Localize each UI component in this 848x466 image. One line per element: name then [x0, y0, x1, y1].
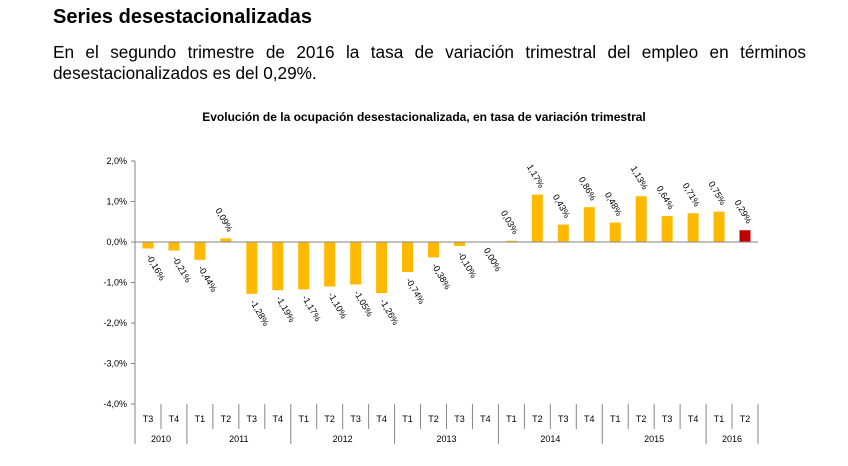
section-description: En el segundo trimestre de 2016 la tasa …	[53, 42, 806, 83]
bar	[739, 230, 751, 242]
x-tick-label: T3	[350, 414, 361, 424]
bar	[635, 196, 647, 242]
bar	[609, 222, 621, 242]
data-label: 0,64%	[655, 184, 676, 211]
data-label: -1,05%	[352, 289, 375, 319]
bar	[428, 242, 440, 258]
bar	[661, 216, 673, 242]
bar	[298, 242, 310, 290]
data-label: -0,38%	[430, 261, 453, 291]
bar	[324, 242, 336, 287]
x-tick-label: T1	[402, 414, 413, 424]
x-tick-label: T3	[662, 414, 673, 424]
data-label: -0,21%	[170, 255, 193, 285]
x-tick-label: T3	[558, 414, 569, 424]
data-label: 0,43%	[551, 192, 572, 219]
bar	[531, 194, 543, 242]
bar	[168, 242, 180, 251]
x-tick-label: T2	[324, 414, 335, 424]
bar	[376, 242, 388, 294]
data-label: 0,86%	[577, 175, 598, 202]
bar	[142, 242, 154, 249]
data-label: -0,10%	[456, 250, 479, 280]
data-label: 0,00%	[482, 246, 503, 273]
year-label: 2014	[540, 434, 560, 444]
x-tick-label: T3	[143, 414, 154, 424]
data-label: -1,19%	[274, 294, 297, 324]
data-label: -0,16%	[144, 252, 167, 282]
bar	[246, 242, 258, 294]
x-tick-label: T1	[195, 414, 206, 424]
x-tick-label: T2	[428, 414, 439, 424]
bar	[453, 242, 465, 247]
x-tick-label: T4	[584, 414, 595, 424]
x-tick-label: T1	[506, 414, 517, 424]
bar	[583, 207, 595, 242]
x-tick-label: T1	[298, 414, 309, 424]
bar	[557, 224, 569, 242]
y-tick-label: -4,0%	[103, 399, 127, 409]
data-label: -1,28%	[248, 298, 271, 328]
bar	[687, 213, 699, 242]
data-label: 0,09%	[213, 206, 234, 233]
bar	[713, 211, 725, 242]
data-label: 0,75%	[707, 180, 728, 207]
data-label: 0,29%	[733, 198, 754, 225]
y-tick-label: -1,0%	[103, 278, 127, 288]
data-label: 0,03%	[499, 209, 520, 236]
year-label: 2010	[151, 434, 171, 444]
bar	[272, 242, 284, 291]
data-label: 0,48%	[603, 190, 624, 217]
x-tick-label: T2	[740, 414, 751, 424]
year-label: 2012	[333, 434, 353, 444]
x-tick-label: T3	[454, 414, 465, 424]
y-tick-label: -2,0%	[103, 318, 127, 328]
x-tick-label: T1	[610, 414, 621, 424]
year-label: 2013	[436, 434, 456, 444]
x-tick-label: T2	[636, 414, 647, 424]
data-label: -0,44%	[196, 264, 219, 294]
data-label: -1,17%	[300, 293, 323, 323]
x-tick-label: T4	[169, 414, 180, 424]
y-tick-label: 0,0%	[106, 237, 127, 247]
year-label: 2016	[722, 434, 742, 444]
data-label: -1,26%	[378, 297, 401, 327]
x-tick-label: T2	[221, 414, 232, 424]
data-label: 1,13%	[629, 164, 650, 191]
bar	[505, 240, 517, 242]
x-tick-label: T4	[688, 414, 699, 424]
bar	[194, 242, 206, 260]
data-label: 1,17%	[525, 163, 546, 190]
data-label: 0,71%	[681, 181, 702, 208]
y-tick-label: -3,0%	[103, 359, 127, 369]
x-tick-label: T4	[376, 414, 387, 424]
y-tick-label: 2,0%	[106, 156, 127, 166]
section-heading: Series desestacionalizadas	[53, 6, 313, 28]
chart-title: Evolución de la ocupación desestacionali…	[202, 110, 646, 124]
bar	[350, 242, 362, 285]
bar	[402, 242, 414, 272]
x-tick-label: T1	[714, 414, 725, 424]
year-label: 2011	[229, 434, 248, 444]
year-label: 2015	[644, 434, 664, 444]
y-tick-label: 1,0%	[106, 197, 127, 207]
data-label: -0,74%	[404, 276, 427, 306]
x-tick-label: T4	[273, 414, 284, 424]
x-tick-label: T3	[247, 414, 258, 424]
x-tick-label: T4	[480, 414, 491, 424]
x-tick-label: T2	[532, 414, 543, 424]
data-label: -1,10%	[326, 291, 349, 321]
bar	[220, 238, 232, 242]
